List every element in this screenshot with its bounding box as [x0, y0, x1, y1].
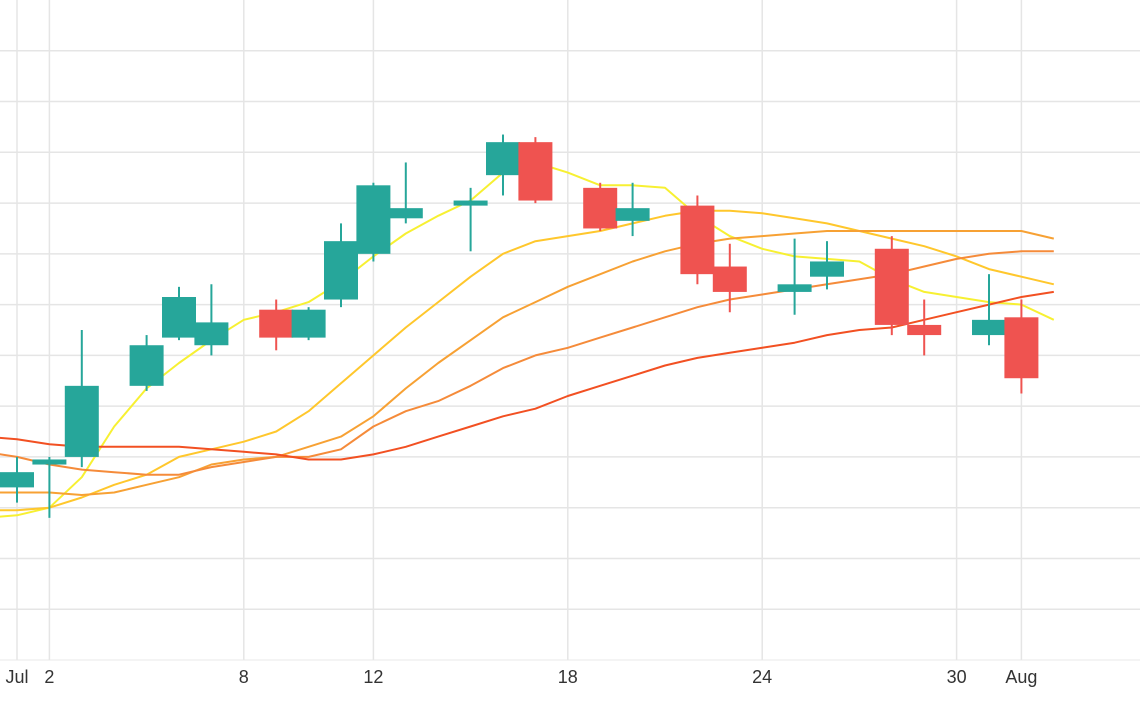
candle-body — [874, 248, 909, 325]
candle-body — [972, 319, 1006, 336]
x-tick-label: 12 — [363, 667, 383, 687]
candle-body — [388, 208, 423, 219]
candle-increasing[interactable] — [291, 307, 326, 341]
moving-average-lines — [0, 161, 1055, 518]
candle-body — [712, 266, 747, 292]
candle-body — [129, 345, 164, 386]
candle-increasing[interactable] — [388, 162, 423, 224]
candle-increasing[interactable] — [32, 456, 67, 518]
candle-increasing[interactable] — [615, 182, 650, 237]
x-tick-label: 2 — [44, 667, 54, 687]
x-tick-label: 18 — [558, 667, 578, 687]
candles-layer — [0, 134, 1039, 518]
candle-increasing[interactable] — [777, 238, 812, 315]
candle-increasing[interactable] — [324, 223, 358, 308]
candle-body — [0, 472, 34, 488]
candle-body — [486, 142, 520, 176]
candle-body — [907, 324, 942, 336]
candle-decreasing[interactable] — [259, 299, 294, 351]
candle-body — [64, 385, 99, 457]
candle-increasing[interactable] — [486, 134, 520, 196]
candle-increasing[interactable] — [810, 241, 844, 290]
candle-body — [32, 459, 67, 465]
candle-body — [162, 297, 196, 338]
candle-increasing[interactable] — [0, 456, 34, 503]
candle-body — [1004, 317, 1039, 379]
candle-body — [453, 200, 488, 206]
candle-body — [615, 208, 650, 221]
x-tick-label: 30 — [947, 667, 967, 687]
candle-increasing[interactable] — [129, 335, 164, 391]
moving-average-line-3 — [0, 230, 1055, 496]
candle-body — [356, 185, 391, 254]
candle-decreasing[interactable] — [583, 182, 618, 231]
candle-decreasing[interactable] — [907, 299, 942, 356]
candle-increasing[interactable] — [972, 274, 1006, 346]
x-tick-label: Aug — [1005, 667, 1037, 687]
moving-average-line-1 — [0, 161, 1055, 518]
candle-increasing[interactable] — [453, 187, 488, 252]
x-tick-label: 8 — [239, 667, 249, 687]
candle-decreasing[interactable] — [874, 236, 909, 336]
candle-increasing[interactable] — [356, 182, 391, 262]
candle-body — [291, 309, 326, 338]
candle-decreasing[interactable] — [518, 137, 553, 204]
candle-body — [777, 284, 812, 292]
candle-decreasing[interactable] — [712, 243, 747, 313]
candle-body — [259, 309, 294, 338]
moving-average-line-2 — [0, 209, 1055, 512]
candle-increasing[interactable] — [162, 286, 196, 341]
candle-increasing[interactable] — [194, 284, 229, 356]
candle-body — [518, 142, 553, 201]
candle-body — [324, 241, 358, 300]
candle-body — [680, 205, 715, 275]
candle-decreasing[interactable] — [1004, 299, 1039, 394]
moving-average-line-5 — [0, 290, 1054, 461]
x-tick-label: Jul — [5, 667, 28, 687]
candle-decreasing[interactable] — [680, 195, 715, 285]
x-axis-tick-labels: Jul 2 8 12 18 24 30 Aug — [5, 667, 1037, 687]
x-tick-label: 24 — [752, 667, 772, 687]
candle-body — [583, 187, 618, 229]
candle-body — [194, 322, 229, 346]
candle-increasing[interactable] — [64, 330, 99, 468]
candle-body — [810, 261, 844, 277]
